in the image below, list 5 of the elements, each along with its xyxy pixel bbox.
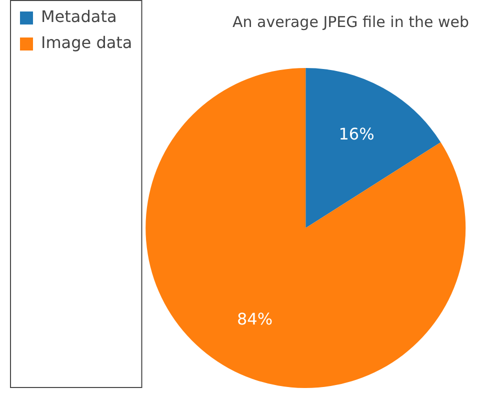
chart-title: An average JPEG file in the web [232,12,469,31]
legend-label: Metadata [41,7,117,26]
legend-label: Image data [41,33,132,52]
data-label: 84% [236,310,273,329]
data-label: 16% [338,124,374,144]
